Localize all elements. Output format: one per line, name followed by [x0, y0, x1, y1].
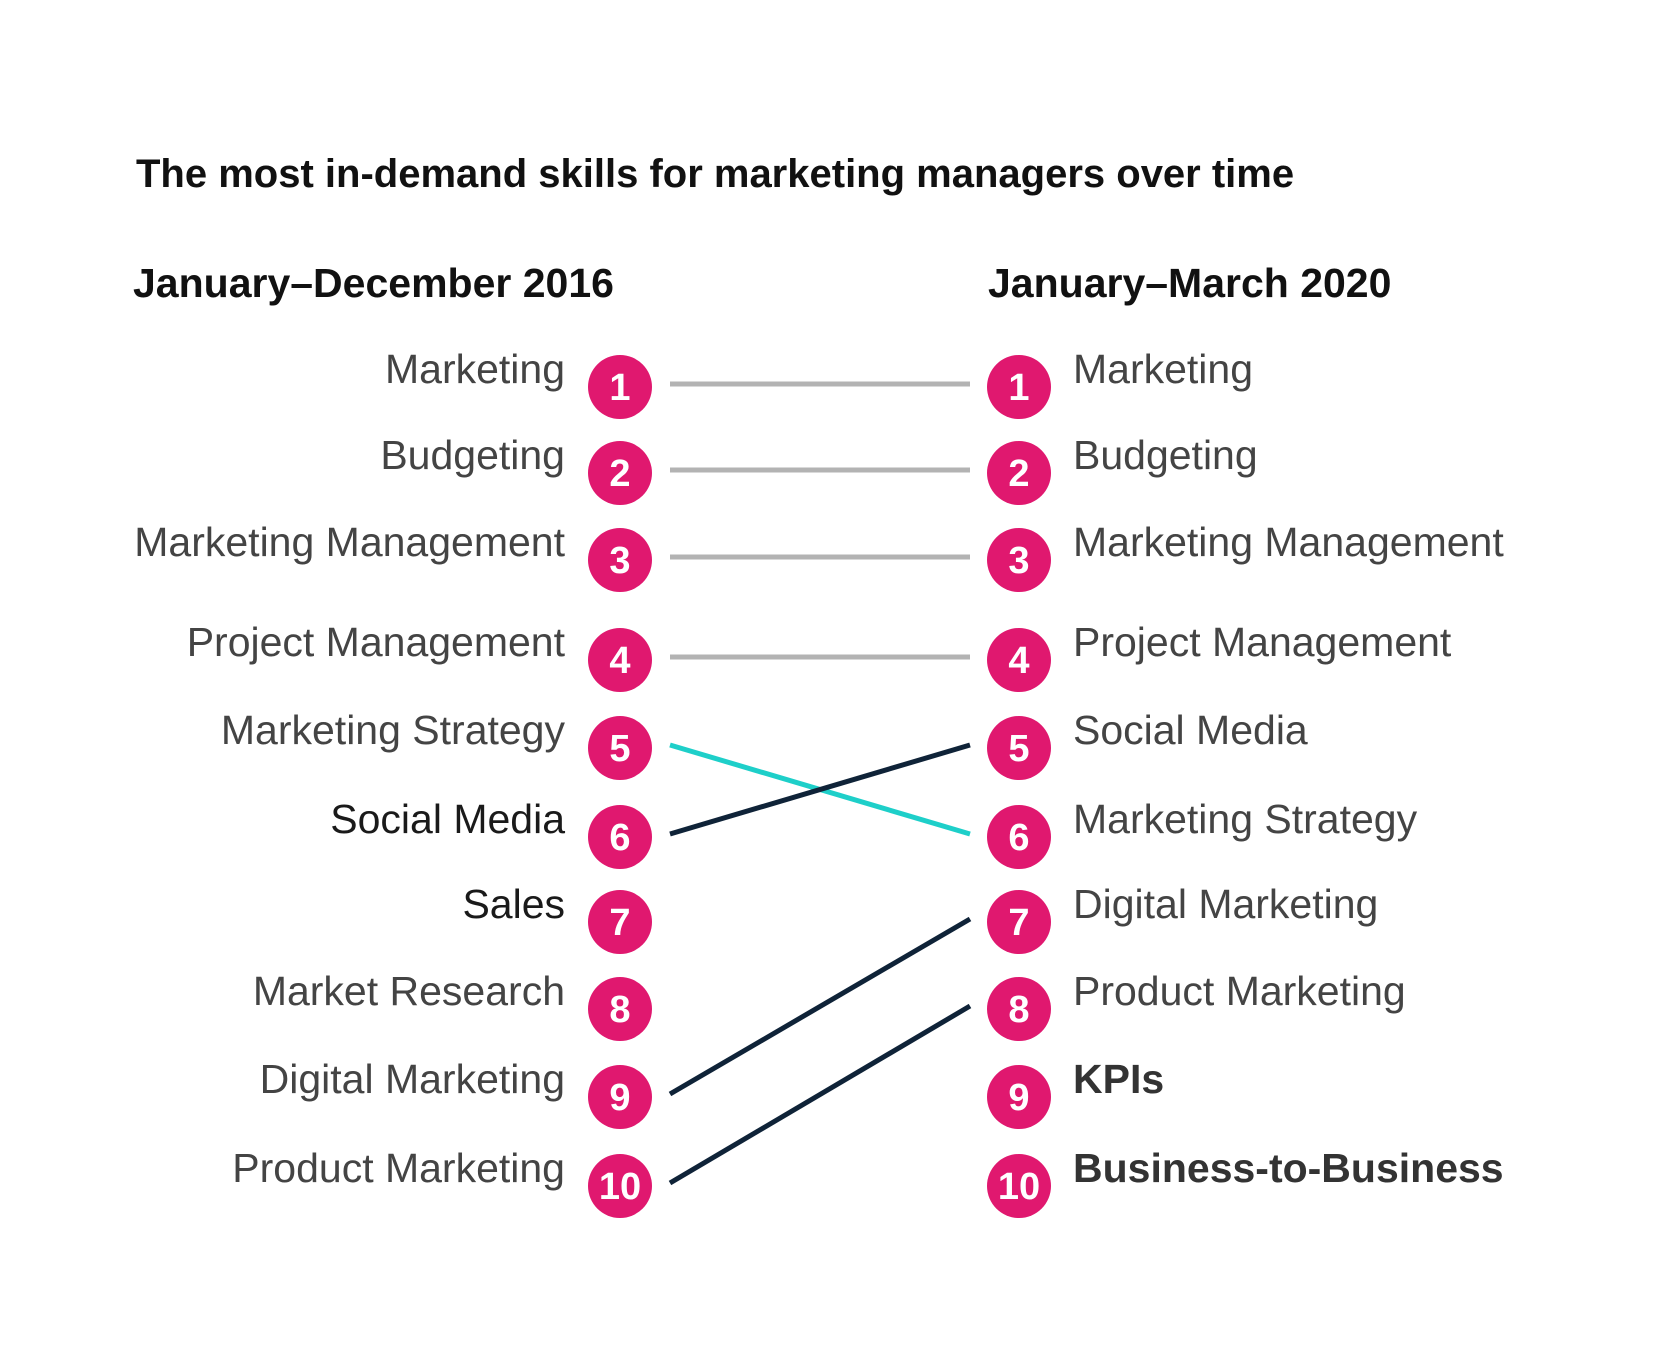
- left-rank-badge-2: [588, 441, 652, 505]
- right-skill-label-1: Marketing: [1073, 346, 1253, 392]
- left-rank-number-4: 4: [609, 640, 630, 682]
- right-rank-badge-7: [987, 890, 1051, 954]
- left-rank-number-10: 10: [599, 1166, 641, 1208]
- left-rank-number-7: 7: [609, 902, 630, 944]
- right-rank-number-1: 1: [1008, 367, 1029, 409]
- right-skill-label-6: Marketing Strategy: [1073, 796, 1418, 842]
- left-skill-label-3: Marketing Management: [134, 519, 565, 565]
- right-skill-label-5: Social Media: [1073, 707, 1308, 753]
- right-skill-label-3: Marketing Management: [1073, 519, 1504, 565]
- left-rank-badge-7: [588, 890, 652, 954]
- right-rank-badge-9: [987, 1065, 1051, 1129]
- right-rank-number-4: 4: [1008, 640, 1029, 682]
- left-rank-number-1: 1: [609, 367, 630, 409]
- right-rank-number-3: 3: [1008, 540, 1029, 582]
- right-skill-label-7: Digital Marketing: [1073, 881, 1378, 927]
- left-skill-label-5: Marketing Strategy: [221, 707, 566, 753]
- left-ranking-column: 1 Marketing 2 Budgeting 3 Marketing Managemen…: [134, 346, 652, 1218]
- left-rank-badge-8: [588, 977, 652, 1041]
- left-rank-number-3: 3: [609, 540, 630, 582]
- left-skill-label-4: Project Management: [187, 619, 566, 665]
- right-rank-badge-5: [987, 716, 1051, 780]
- right-rank-number-5: 5: [1008, 728, 1029, 770]
- left-rank-badge-5: [588, 716, 652, 780]
- right-rank-number-9: 9: [1008, 1077, 1029, 1119]
- left-rank-number-2: 2: [609, 453, 630, 495]
- connection-line-10-to-8: [668, 1003, 972, 1186]
- right-ranking-column: 1 Marketing 2 Budgeting 3 Marketing Managemen…: [987, 346, 1504, 1218]
- connection-line-9-to-7: [668, 916, 972, 1097]
- right-rank-badge-4: [987, 628, 1051, 692]
- connection-lines: [668, 381, 972, 1186]
- right-rank-number-8: 8: [1008, 989, 1029, 1031]
- left-rank-badge-4: [588, 628, 652, 692]
- right-skill-label-9: KPIs: [1073, 1056, 1164, 1102]
- left-skill-label-6: Social Media: [330, 796, 565, 842]
- left-rank-badge-1: [588, 355, 652, 419]
- left-skill-label-7: Sales: [462, 881, 565, 927]
- right-rank-badge-10: [987, 1154, 1051, 1218]
- chart-title: The most in-demand skills for marketing …: [136, 152, 1294, 196]
- left-rank-number-5: 5: [609, 728, 630, 770]
- left-skill-label-9: Digital Marketing: [260, 1056, 565, 1102]
- left-rank-number-9: 9: [609, 1077, 630, 1119]
- right-skill-label-8: Product Marketing: [1073, 968, 1406, 1014]
- right-skill-label-2: Budgeting: [1073, 432, 1258, 478]
- connection-line-6-to-5: [669, 742, 971, 837]
- right-rank-badge-2: [987, 441, 1051, 505]
- left-rank-number-8: 8: [609, 989, 630, 1031]
- right-column-header: January–March 2020: [988, 260, 1391, 306]
- right-rank-badge-1: [987, 355, 1051, 419]
- right-rank-number-6: 6: [1008, 817, 1029, 859]
- left-rank-badge-3: [588, 528, 652, 592]
- right-rank-badge-3: [987, 528, 1051, 592]
- left-skill-label-8: Market Research: [253, 968, 565, 1014]
- right-rank-number-7: 7: [1008, 902, 1029, 944]
- left-skill-label-2: Budgeting: [380, 432, 565, 478]
- right-rank-badge-6: [987, 805, 1051, 869]
- right-skill-label-10: Business-to-Business: [1073, 1145, 1504, 1191]
- left-column-header: January–December 2016: [133, 260, 614, 306]
- right-skill-label-4: Project Management: [1073, 619, 1452, 665]
- right-rank-badge-8: [987, 977, 1051, 1041]
- right-rank-number-10: 10: [998, 1166, 1040, 1208]
- right-rank-number-2: 2: [1008, 453, 1029, 495]
- left-rank-number-6: 6: [609, 817, 630, 859]
- left-rank-badge-6: [588, 805, 652, 869]
- left-rank-badge-10: [588, 1154, 652, 1218]
- left-rank-badge-9: [588, 1065, 652, 1129]
- left-skill-label-10: Product Marketing: [232, 1145, 565, 1191]
- left-skill-label-1: Marketing: [385, 346, 565, 392]
